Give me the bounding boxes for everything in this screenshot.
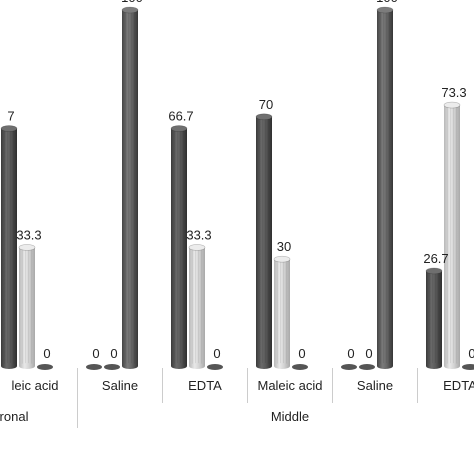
data-label: 0 [110, 346, 117, 361]
category-label: leic acid [12, 378, 59, 393]
category-label: Saline [357, 378, 393, 393]
bar-1-series-3 [37, 364, 53, 370]
data-label: 100 [376, 0, 398, 5]
data-label: 66.7 [168, 109, 193, 124]
category-label: Saline [102, 378, 138, 393]
data-label: 0 [468, 346, 474, 361]
bar-6-series-1 [425, 267, 443, 369]
bar-5-series-1 [341, 364, 357, 370]
data-label: 0 [43, 346, 50, 361]
data-label: 70 [259, 97, 273, 112]
data-label: 100 [121, 0, 143, 5]
data-label: 7 [7, 109, 14, 124]
bar-6-series-2 [443, 101, 461, 369]
bar-1-series-1 [0, 125, 18, 369]
category-axis: leic acid Saline EDTA Maleic acid Saline EDTA… [0, 368, 474, 428]
data-label: 0 [298, 346, 305, 361]
bar-2-series-3 [121, 6, 139, 369]
category-label: Maleic acid [257, 378, 322, 393]
group-label: Middle [271, 409, 309, 424]
bar-1-series-2 [18, 244, 36, 369]
data-label: 26.7 [423, 251, 448, 266]
bar-3-series-2 [188, 244, 206, 369]
value-labels: 733.300010066.733.30703000010026.773.30 [7, 0, 474, 361]
bar-2-series-1 [86, 364, 102, 370]
data-label: 0 [365, 346, 372, 361]
bar-2-series-2 [104, 364, 120, 370]
data-label: 73.3 [441, 85, 466, 100]
bar-6-series-3 [462, 364, 474, 370]
group-label: ronal [0, 409, 29, 424]
data-label: 33.3 [186, 227, 211, 242]
bar-4-series-3 [292, 364, 308, 370]
data-label: 0 [92, 346, 99, 361]
bar-3-series-3 [207, 364, 223, 370]
bar-3-series-1 [170, 125, 188, 369]
data-label: 30 [277, 239, 291, 254]
bar-5-series-3 [376, 6, 394, 369]
bar-4-series-1 [255, 113, 273, 369]
category-label: EDTA [188, 378, 222, 393]
category-label: EDTA [443, 378, 474, 393]
data-label: 33.3 [16, 227, 41, 242]
data-label: 0 [347, 346, 354, 361]
bar-4-series-2 [273, 255, 291, 369]
bar-5-series-2 [359, 364, 375, 370]
data-label: 0 [213, 346, 220, 361]
bars-layer [0, 6, 474, 370]
